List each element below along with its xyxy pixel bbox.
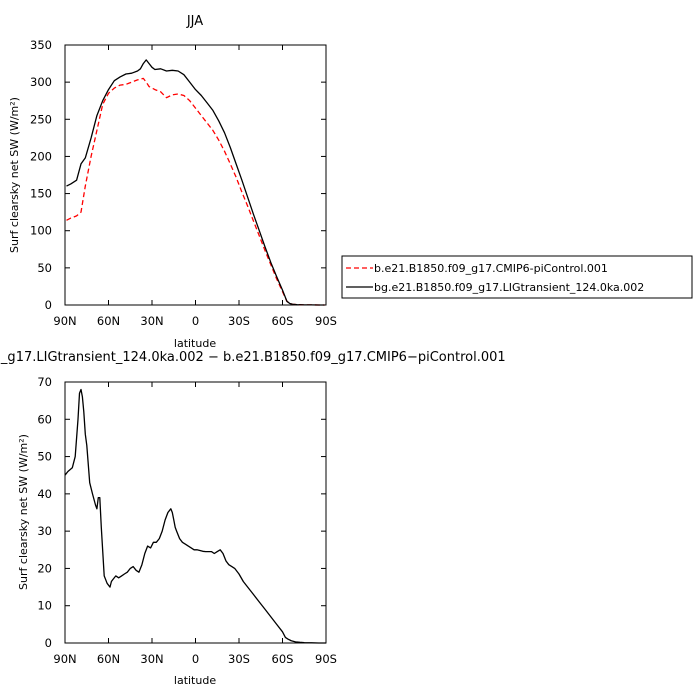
top-chart-y-tick-label: 350 — [30, 38, 52, 52]
top-chart: JJA 0 50 100 150 200 250 300 350 90N 60N 30N 0 30S 6… — [8, 14, 693, 350]
top-chart-x-label: latitude — [174, 337, 216, 350]
bottom-chart-x-tick-label: 90N — [53, 652, 76, 666]
bottom-chart-y-tick-label: 30 — [37, 524, 52, 538]
legend-box — [341, 255, 693, 299]
bottom-chart-x-tick-label: 60S — [272, 652, 294, 666]
top-chart-y-tick-label: 300 — [30, 75, 52, 89]
bottom-chart-x-tick-label: 0 — [192, 652, 199, 666]
top-chart-x-tick-label: 30N — [140, 314, 163, 328]
top-chart-x-tick-label: 60N — [97, 314, 120, 328]
bottom-chart-y-tick-label: 40 — [37, 487, 52, 501]
bottom-chart-y-tick-label: 20 — [37, 561, 52, 575]
bottom-chart-title: bg.e21.B1850.f09_g17.LIGtransient_124.0k… — [0, 350, 506, 365]
top-chart-x-tick-label: 90N — [53, 314, 76, 328]
legend-label-transient: bg.e21.B1850.f09_g17.LIGtransient_124.0k… — [374, 281, 644, 294]
bottom-chart-x-tick-label: 30S — [228, 652, 250, 666]
top-chart-y-tick-label: 0 — [45, 298, 52, 312]
top-chart-x-tick-label: 90S — [315, 314, 337, 328]
top-chart-series — [66, 59, 325, 306]
top-chart-y-tick-label: 50 — [37, 261, 52, 275]
top-chart-title: JJA — [186, 14, 203, 29]
bottom-chart-x-label: latitude — [174, 674, 216, 687]
bottom-chart-plot-frame — [64, 381, 327, 644]
top-chart-y-ticks: 0 50 100 150 200 250 300 350 — [30, 38, 326, 312]
top-chart-x-tick-label: 0 — [192, 314, 199, 328]
bottom-chart-y-tick-label: 0 — [45, 636, 52, 650]
bottom-chart-y-tick-label: 60 — [37, 412, 52, 426]
top-chart-x-tick-label: 60S — [272, 314, 294, 328]
top-chart-y-tick-label: 200 — [30, 149, 52, 163]
top-chart-y-tick-label: 150 — [30, 187, 52, 201]
top-chart-legend: b.e21.B1850.f09_g17.CMIP6-piControl.001 … — [341, 255, 693, 299]
bottom-chart-series-line-0 — [64, 388, 326, 644]
bottom-chart-y-ticks: 0 10 20 30 40 50 60 70 — [37, 375, 326, 650]
legend-label-control: b.e21.B1850.f09_g17.CMIP6-piControl.001 — [374, 262, 608, 275]
top-chart-y-tick-label: 250 — [30, 112, 52, 126]
top-chart-y-tick-label: 100 — [30, 224, 52, 238]
bottom-chart-x-ticks: 90N 60N 30N 0 30S 60S 90S — [53, 382, 337, 666]
top-chart-x-ticks: 90N 60N 30N 0 30S 60S 90S — [53, 45, 337, 328]
bottom-chart-y-label: Surf clearsky net SW (W/m²) — [17, 434, 30, 590]
top-chart-series-line-1 — [66, 59, 325, 306]
bottom-chart-series — [64, 388, 326, 644]
top-chart-series-line-0 — [66, 77, 325, 306]
bottom-chart-x-tick-label: 90S — [315, 652, 337, 666]
top-chart-plot-frame — [64, 44, 327, 306]
bottom-chart-y-tick-label: 10 — [37, 599, 52, 613]
bottom-chart-x-tick-label: 30N — [140, 652, 163, 666]
top-chart-y-label: Surf clearsky net SW (W/m²) — [8, 97, 21, 253]
bottom-chart-x-tick-label: 60N — [97, 652, 120, 666]
bottom-chart: bg.e21.B1850.f09_g17.LIGtransient_124.0k… — [0, 350, 506, 687]
bottom-chart-y-tick-label: 50 — [37, 450, 52, 464]
top-chart-x-tick-label: 30S — [228, 314, 250, 328]
bottom-chart-y-tick-label: 70 — [37, 375, 52, 389]
